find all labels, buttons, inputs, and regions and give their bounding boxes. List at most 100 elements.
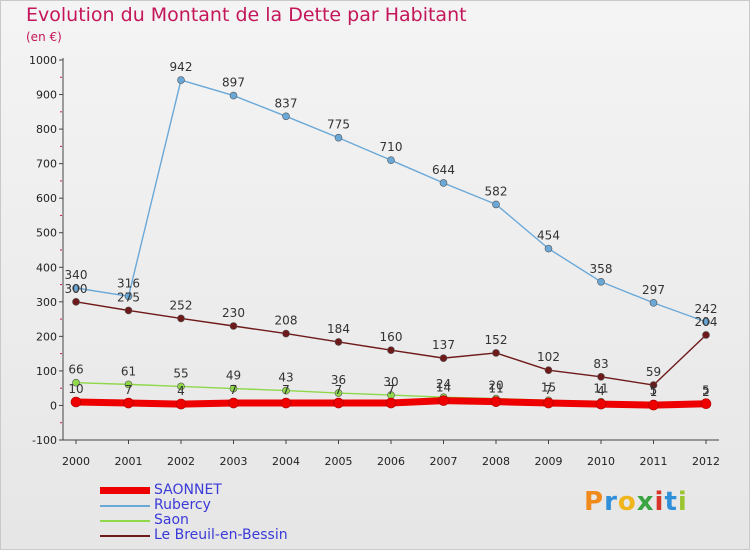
data-label-le-breuil-en-bessin: 137 xyxy=(432,338,455,352)
data-label-saon: 36 xyxy=(331,373,346,387)
data-label-saon: 5 xyxy=(650,384,658,398)
legend-label-saonnet: SAONNET xyxy=(154,482,222,498)
chart-title: Evolution du Montant de la Dette par Hab… xyxy=(26,4,467,26)
data-label-rubercy: 942 xyxy=(170,60,193,74)
data-point-saonnet xyxy=(490,396,502,407)
data-label-le-breuil-en-bessin: 208 xyxy=(275,314,298,328)
data-point-le-breuil-en-bessin xyxy=(597,372,605,381)
data-point-le-breuil-en-bessin xyxy=(492,349,500,357)
x-tick-label: 2002 xyxy=(167,455,195,468)
legend-label-rubercy: Rubercy xyxy=(154,497,211,513)
legend-label-saon: Saon xyxy=(154,512,189,528)
data-point-rubercy xyxy=(387,156,395,164)
data-point-le-breuil-en-bessin xyxy=(282,329,290,338)
data-point-saonnet xyxy=(280,397,292,409)
series-line-rubercy xyxy=(75,79,707,323)
data-label-rubercy: 897 xyxy=(222,76,245,90)
data-label-saonnet: 7 xyxy=(545,383,553,397)
data-label-rubercy: 454 xyxy=(537,229,560,243)
x-tick-label: 2007 xyxy=(430,455,458,468)
data-point-saon xyxy=(282,386,290,395)
legend-item-saonnet: SAONNET xyxy=(100,483,400,498)
legend-item-saon: Saon xyxy=(100,513,400,528)
y-tick-label: 600 xyxy=(36,192,57,205)
data-point-le-breuil-en-bessin xyxy=(544,366,553,375)
data-label-saonnet: 1 xyxy=(650,385,658,399)
data-label-saonnet: 10 xyxy=(68,382,83,396)
data-point-le-breuil-en-bessin xyxy=(439,354,448,362)
data-label-le-breuil-en-bessin: 300 xyxy=(65,282,88,296)
legend-item-le-breuil-en-bessin: Le Breuil-en-Bessin xyxy=(100,528,400,543)
data-label-le-breuil-en-bessin: 204 xyxy=(695,315,718,329)
x-tick-label: 2004 xyxy=(272,455,300,468)
data-label-rubercy: 644 xyxy=(432,163,455,177)
data-label-saonnet: 7 xyxy=(335,383,343,397)
data-point-le-breuil-en-bessin xyxy=(177,314,185,323)
data-label-le-breuil-en-bessin: 230 xyxy=(222,306,245,320)
y-tick-label: 300 xyxy=(36,296,57,309)
data-label-rubercy: 710 xyxy=(380,140,403,154)
data-point-rubercy xyxy=(492,200,500,209)
data-label-saon: 2 xyxy=(702,385,710,399)
x-tick-label: 2008 xyxy=(482,455,510,468)
data-point-saonnet xyxy=(228,397,239,409)
x-tick-label: 2009 xyxy=(535,455,563,468)
data-point-saonnet xyxy=(438,395,449,406)
x-tick-label: 2011 xyxy=(640,455,668,468)
data-label-rubercy: 582 xyxy=(485,184,508,198)
data-label-rubercy: 837 xyxy=(275,96,298,110)
y-tick-label: 200 xyxy=(36,330,57,343)
data-point-rubercy xyxy=(177,76,185,84)
y-tick-label: 700 xyxy=(36,158,57,171)
data-point-saon xyxy=(72,378,80,387)
data-point-le-breuil-en-bessin xyxy=(72,298,80,306)
data-label-rubercy: 297 xyxy=(642,283,665,297)
data-label-saon: 24 xyxy=(436,377,451,391)
data-point-rubercy xyxy=(597,277,605,286)
data-label-saonnet: 7 xyxy=(387,383,395,397)
x-tick-label: 2003 xyxy=(220,455,248,468)
data-label-rubercy: 316 xyxy=(117,276,140,290)
y-tick-label: 500 xyxy=(36,227,57,240)
proxiti-logo: Proxiti xyxy=(584,487,688,517)
data-label-rubercy: 358 xyxy=(590,262,613,276)
data-point-rubercy xyxy=(544,244,553,253)
y-tick-label: 800 xyxy=(36,123,57,136)
data-point-saon xyxy=(177,382,185,391)
x-tick-label: 2000 xyxy=(62,455,90,468)
legend-label-le-breuil-en-bessin: Le Breuil-en-Bessin xyxy=(154,527,288,543)
data-label-saon: 30 xyxy=(383,375,398,389)
data-label-le-breuil-en-bessin: 152 xyxy=(485,333,508,347)
data-point-saonnet xyxy=(648,399,659,411)
data-label-saon: 49 xyxy=(226,369,241,383)
data-point-rubercy xyxy=(72,284,80,292)
data-point-saonnet xyxy=(70,396,82,408)
data-label-saonnet: 11 xyxy=(488,382,503,396)
data-point-saonnet xyxy=(333,397,344,409)
data-point-le-breuil-en-bessin xyxy=(229,322,238,330)
data-label-rubercy: 340 xyxy=(65,268,88,282)
series-rubercy xyxy=(72,76,710,326)
data-label-saon: 61 xyxy=(121,364,136,378)
data-point-le-breuil-en-bessin xyxy=(124,306,133,315)
data-label-saonnet: 4 xyxy=(177,384,185,398)
data-point-saonnet xyxy=(595,398,607,410)
data-label-rubercy: 242 xyxy=(695,302,718,316)
data-label-saon: 43 xyxy=(278,371,293,385)
data-label-le-breuil-en-bessin: 252 xyxy=(170,298,193,312)
legend-item-rubercy: Rubercy xyxy=(100,498,400,513)
data-label-saon: 15 xyxy=(541,380,556,394)
data-point-saon xyxy=(334,389,343,397)
data-point-le-breuil-en-bessin xyxy=(334,338,343,346)
legend-swatch-saonnet xyxy=(100,487,150,494)
data-point-saonnet xyxy=(385,397,397,409)
data-point-rubercy xyxy=(282,112,290,121)
data-point-rubercy xyxy=(124,292,133,301)
legend-swatch-rubercy xyxy=(100,505,150,507)
data-point-saonnet xyxy=(543,397,554,409)
data-label-le-breuil-en-bessin: 184 xyxy=(327,322,350,336)
data-point-saonnet xyxy=(123,397,134,409)
data-point-saonnet xyxy=(175,398,187,410)
data-point-rubercy xyxy=(439,179,448,187)
